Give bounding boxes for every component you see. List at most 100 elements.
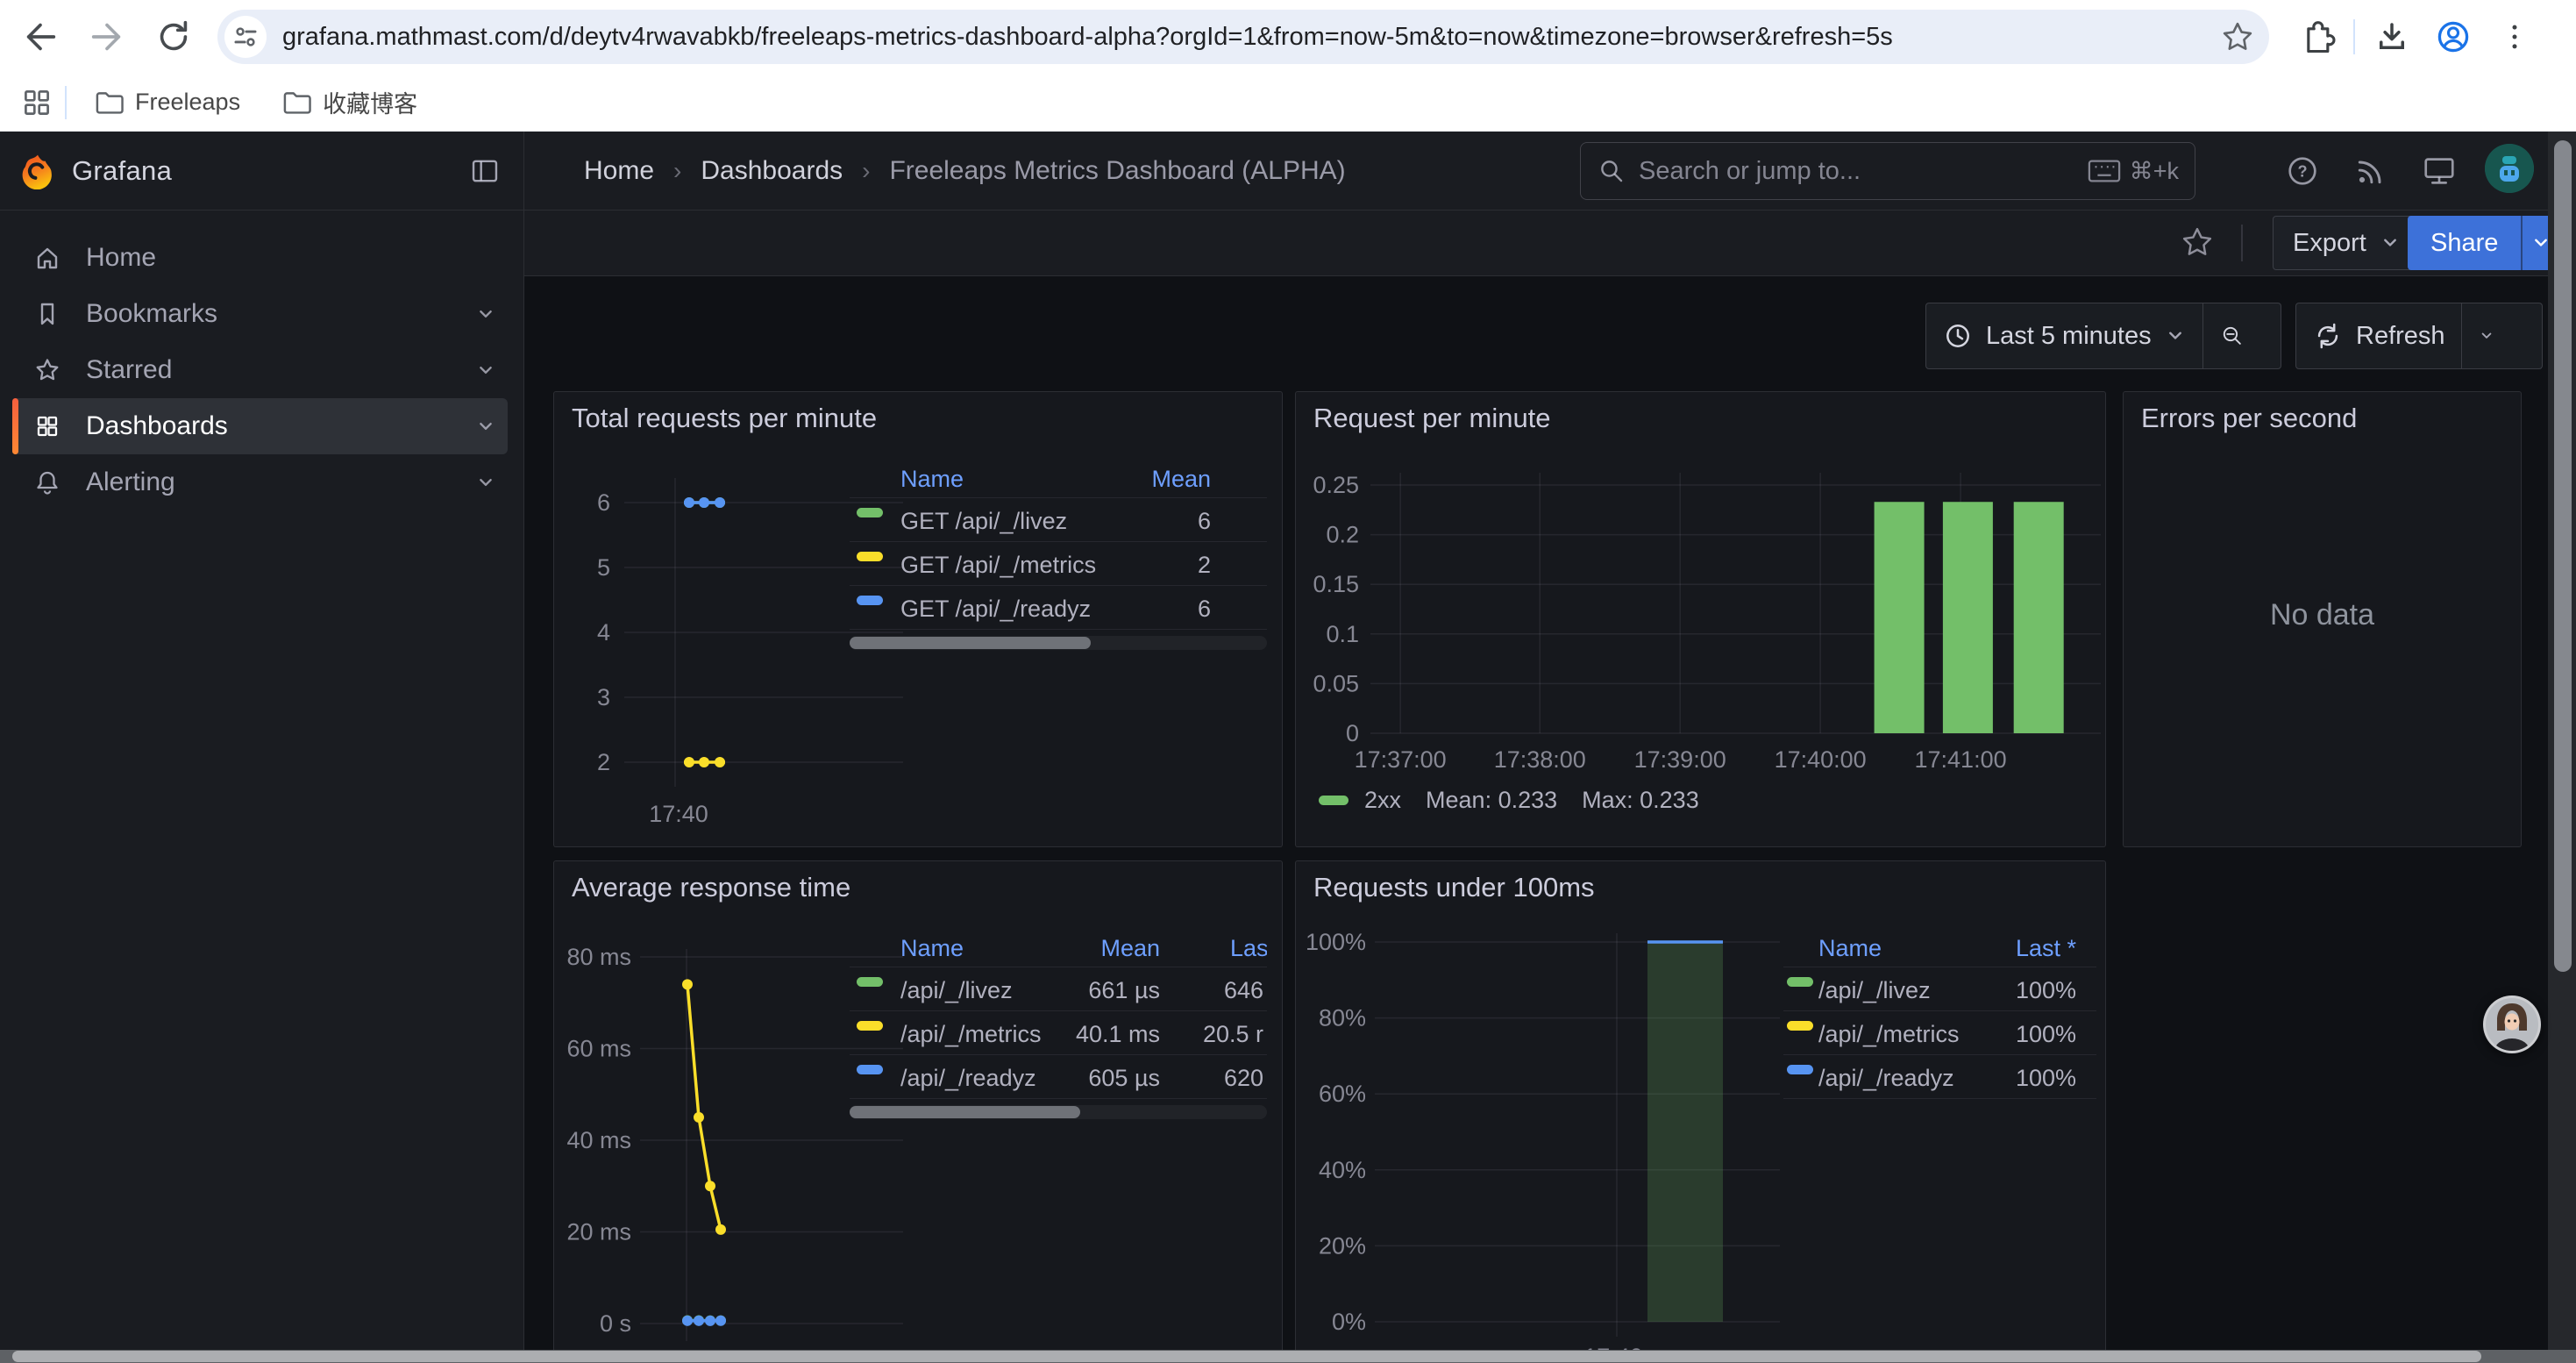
- breadcrumb-dashboards[interactable]: Dashboards: [701, 156, 843, 186]
- vertical-scrollbar-thumb[interactable]: [2554, 140, 2572, 972]
- url-text: grafana.mathmast.com/d/deytv4rwavabkb/fr…: [282, 23, 2215, 52]
- clock-icon: [1942, 320, 1974, 352]
- horizontal-scrollbar-thumb[interactable]: [12, 1351, 2481, 1362]
- sidebar-item-dashboards[interactable]: Dashboards: [12, 398, 508, 454]
- panel-total-requests-per-minute: 6543217:40 Total requests per minute Nam…: [553, 391, 1283, 847]
- legend-row[interactable]: GET /api/_/livez6: [850, 497, 1267, 541]
- svg-text:?: ?: [2297, 163, 2307, 181]
- extensions-button[interactable]: [2288, 9, 2345, 65]
- user-avatar[interactable]: [2485, 144, 2534, 193]
- url-bar[interactable]: grafana.mathmast.com/d/deytv4rwavabkb/fr…: [217, 10, 2269, 64]
- request-per-minute-chart: 0.250.20.150.10.05017:37:0017:38:0017:39…: [1296, 392, 2107, 848]
- legend-row[interactable]: GET /api/_/metrics2: [850, 541, 1267, 585]
- refresh-button[interactable]: Refresh: [2296, 303, 2461, 368]
- legend-cell-name: GET /api/_/metrics: [900, 552, 1096, 579]
- floating-assistant-avatar[interactable]: [2482, 995, 2542, 1054]
- legend-scrollbar-thumb[interactable]: [850, 637, 1091, 649]
- panel-title[interactable]: Total requests per minute: [572, 403, 877, 434]
- panel-title[interactable]: Requests under 100ms: [1313, 872, 1595, 903]
- legend-row[interactable]: /api/_/metrics40.1 ms20.5 r: [850, 1010, 1267, 1054]
- sidebar-item-home[interactable]: Home: [12, 230, 508, 286]
- bookmark-star-icon[interactable]: [2215, 14, 2260, 60]
- back-button[interactable]: [12, 9, 68, 65]
- refresh-interval-caret[interactable]: [2462, 303, 2511, 368]
- legend-cell-name: /api/_/livez: [1818, 977, 1931, 1004]
- legend-header[interactable]: Name: [900, 466, 964, 493]
- panel-title[interactable]: Errors per second: [2141, 403, 2357, 434]
- tv-mode-button[interactable]: [2415, 146, 2464, 196]
- browser-toolbar: grafana.mathmast.com/d/deytv4rwavabkb/fr…: [0, 0, 2576, 74]
- menu-button[interactable]: [2487, 9, 2543, 65]
- dock-menu-icon[interactable]: [460, 146, 509, 196]
- help-icon: ?: [2284, 153, 2321, 189]
- series-mean: Mean: 0.233: [1426, 787, 1557, 814]
- legend-row[interactable]: /api/_/readyz605 µs620: [850, 1054, 1267, 1098]
- legend-cell-name: /api/_/metrics: [1818, 1021, 1960, 1048]
- reload-icon: [153, 17, 194, 57]
- legend-cell-mean: 6: [1198, 596, 1211, 623]
- search-placeholder: Search or jump to...: [1639, 157, 2088, 186]
- favorite-star-button[interactable]: [2174, 219, 2220, 265]
- chevron-down-icon[interactable]: [473, 413, 499, 439]
- bell-icon: [33, 468, 61, 496]
- chevron-down-icon[interactable]: [473, 301, 499, 327]
- forward-button[interactable]: [79, 9, 135, 65]
- legend-row[interactable]: GET /api/_/readyz6: [850, 585, 1267, 629]
- panel-requests-under-100ms: 100%80%60%40%20%0%17:40 Requests under 1…: [1295, 860, 2106, 1363]
- svg-text:5: 5: [597, 554, 610, 581]
- legend-header[interactable]: Las: [1230, 935, 1267, 962]
- breadcrumb: Home › Dashboards › Freeleaps Metrics Da…: [584, 156, 1346, 186]
- vertical-scrollbar-track: [2548, 132, 2576, 1363]
- panel-title[interactable]: Request per minute: [1313, 403, 1551, 434]
- browser-window: grafana.mathmast.com/d/deytv4rwavabkb/fr…: [0, 0, 2576, 1363]
- chevron-down-icon[interactable]: [473, 469, 499, 496]
- legend-row[interactable]: /api/_/livez661 µs646: [850, 967, 1267, 1010]
- time-range-picker[interactable]: Last 5 minutes: [1926, 303, 2202, 368]
- apps-grid-button[interactable]: [14, 80, 60, 125]
- bookmark-folder-freeleaps[interactable]: Freeleaps: [79, 80, 254, 125]
- sidebar-header: Grafana: [0, 132, 523, 211]
- export-button[interactable]: Export: [2273, 216, 2422, 270]
- sidebar-item-bookmarks[interactable]: Bookmarks: [12, 286, 508, 342]
- legend-row[interactable]: /api/_/metrics100%: [1783, 1010, 2096, 1054]
- svg-text:3: 3: [597, 684, 610, 710]
- legend-item-2xx[interactable]: 2xx Mean: 0.233 Max: 0.233: [1319, 787, 1699, 814]
- legend-cell-name: /api/_/livez: [900, 977, 1013, 1004]
- svg-text:0.25: 0.25: [1313, 472, 1359, 498]
- breadcrumb-home[interactable]: Home: [584, 156, 654, 186]
- chevron-down-icon[interactable]: [473, 357, 499, 383]
- legend-header[interactable]: Mean: [1100, 935, 1160, 962]
- grafana-logo: [19, 153, 56, 189]
- downloads-button[interactable]: [2364, 9, 2420, 65]
- kebab-menu-icon: [2497, 19, 2532, 54]
- legend-header[interactable]: Name: [1818, 935, 1882, 962]
- help-button[interactable]: ?: [2278, 146, 2327, 196]
- legend-table: NameLast */api/_/livez100%/api/_/metrics…: [1783, 928, 2096, 1130]
- panel-errors-per-second: Errors per second No data: [2123, 391, 2522, 847]
- search-input[interactable]: Search or jump to... ⌘+k: [1580, 142, 2195, 200]
- legend-cell-name: GET /api/_/livez: [900, 508, 1067, 535]
- reload-button[interactable]: [146, 9, 202, 65]
- site-settings-icon[interactable]: [224, 16, 267, 58]
- legend-scrollbar[interactable]: [850, 636, 1267, 650]
- panel-title[interactable]: Average response time: [572, 872, 850, 903]
- sidebar-item-alerting[interactable]: Alerting: [12, 454, 508, 510]
- legend-header[interactable]: Last *: [2016, 935, 2076, 962]
- legend-header[interactable]: Name: [900, 935, 964, 962]
- sidebar-item-starred[interactable]: Starred: [12, 342, 508, 398]
- legend-cell-last: 20.5 r: [1203, 1021, 1263, 1048]
- legend-row[interactable]: /api/_/livez100%: [1783, 967, 2096, 1010]
- news-rss-button[interactable]: [2346, 146, 2395, 196]
- bookmark-folder-blogs[interactable]: 收藏博客: [267, 78, 431, 126]
- grafana-app: Grafana Home Bookmarks Starred: [0, 132, 2576, 1363]
- svg-text:60 ms: 60 ms: [566, 1036, 631, 1062]
- zoom-out-button[interactable]: [2203, 303, 2261, 368]
- legend-scrollbar[interactable]: [850, 1105, 1267, 1119]
- legend-header[interactable]: Mean: [1151, 466, 1211, 493]
- legend-scrollbar-thumb[interactable]: [850, 1106, 1080, 1118]
- legend-row[interactable]: /api/_/readyz100%: [1783, 1054, 2096, 1098]
- profile-button[interactable]: [2425, 9, 2481, 65]
- sidebar: Grafana Home Bookmarks Starred: [0, 132, 524, 1363]
- share-button[interactable]: Share: [2408, 216, 2521, 270]
- no-data-message: No data: [2124, 598, 2521, 632]
